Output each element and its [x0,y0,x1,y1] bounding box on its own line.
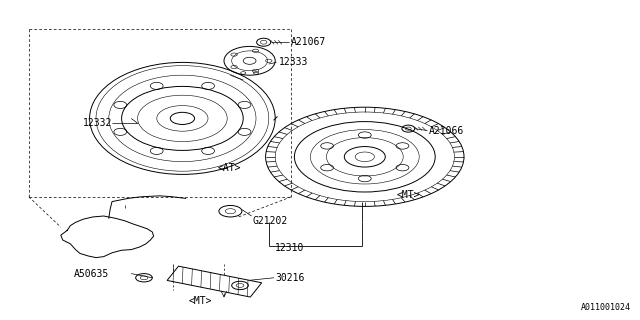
Text: 12332: 12332 [83,118,112,128]
Text: A50635: A50635 [74,268,109,279]
Text: A21067: A21067 [291,36,326,47]
Polygon shape [167,266,262,297]
Text: G21202: G21202 [253,216,288,226]
Text: 30216: 30216 [275,273,305,284]
Text: 12333: 12333 [278,57,308,68]
Text: <MT>: <MT> [189,296,212,306]
Text: 12310: 12310 [275,243,305,253]
Text: <MT>: <MT> [397,190,420,200]
Text: A21066: A21066 [429,126,464,136]
Text: A011001024: A011001024 [580,303,630,312]
Text: <AT>: <AT> [218,163,241,173]
